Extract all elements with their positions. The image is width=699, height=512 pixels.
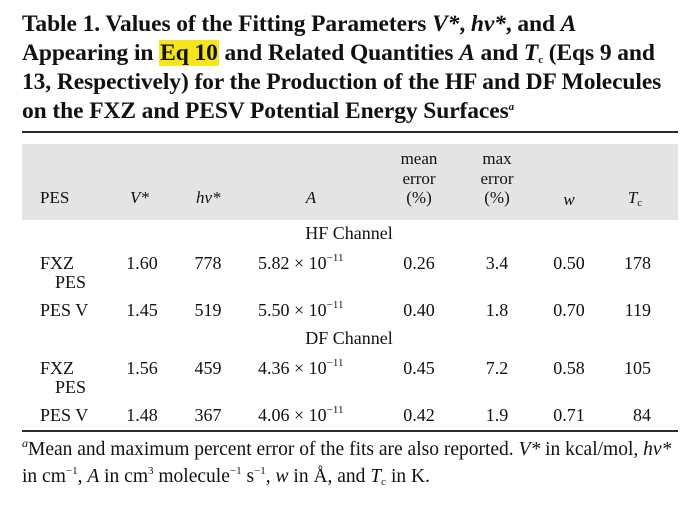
header-v: V*: [130, 188, 149, 207]
cell-t: 84: [633, 405, 651, 425]
cell-a: 4.06 × 10−11: [258, 405, 343, 426]
footnote-text: Mean and maximum percent error of the fi…: [28, 439, 519, 460]
header-pes: PES: [40, 188, 70, 207]
cell-a-exponent: −11: [326, 252, 344, 264]
cell-pes: FXZ: [40, 253, 75, 273]
cell-t: 178: [624, 253, 651, 273]
footnote-text: ,: [77, 466, 88, 487]
footnote-text: in Å, and: [288, 466, 371, 487]
caption-text: and: [474, 40, 524, 66]
eq-10-link[interactable]: Eq 10: [159, 40, 219, 66]
table-top-rule: [22, 131, 678, 133]
cell-hv: 519: [194, 300, 222, 320]
caption-a-symbol: A: [459, 40, 475, 66]
footnote-exponent: −1: [229, 465, 242, 477]
cell-hv: 459: [194, 358, 222, 378]
header-max-line1: max: [482, 149, 512, 168]
cell-w: 0.71: [553, 405, 585, 425]
header-t-subscript: c: [637, 197, 643, 209]
cell-t: 105: [624, 358, 651, 378]
cell-pes-line2: PES: [55, 377, 87, 397]
cell-a-base: 5.82 × 10: [258, 253, 327, 273]
footnote-hv-symbol: hν*: [643, 439, 672, 460]
cell-a-exponent: −11: [326, 357, 344, 369]
caption-text: Appearing in: [22, 40, 160, 66]
cell-pes: FXZ: [40, 358, 75, 378]
header-max-line3: (%): [484, 188, 510, 207]
cell-a-base: 5.50 × 10: [258, 300, 327, 320]
footnote-w-symbol: w: [275, 466, 289, 487]
caption-a-symbol: A: [560, 11, 577, 37]
caption-text: and Related Quantities: [218, 40, 460, 66]
footnote-text: in cm: [22, 466, 66, 487]
cell-a-base: 4.36 × 10: [258, 358, 327, 378]
cell-v: 1.45: [126, 300, 158, 320]
caption-text: , and: [505, 11, 561, 37]
cell-a-exponent: −11: [326, 299, 344, 311]
cell-hv: 778: [194, 253, 222, 273]
footnote-a-symbol: A: [87, 466, 100, 487]
cell-pes-line2: PES: [55, 272, 87, 292]
cell-v: 1.56: [126, 358, 158, 378]
section-title-hf: HF Channel: [305, 223, 393, 243]
cell-w: 0.58: [553, 358, 585, 378]
footnote-text: in cm: [99, 466, 149, 487]
cell-a: 4.36 × 10−11: [258, 358, 343, 379]
caption-t-subscript: c: [538, 54, 543, 66]
caption-text: ,: [459, 11, 471, 37]
cell-max-error: 1.9: [485, 405, 509, 425]
header-max-line2: error: [480, 169, 514, 188]
cell-max-error: 3.4: [485, 253, 509, 273]
footnote-v-symbol: V*: [518, 439, 541, 460]
table-header-band: [22, 144, 678, 220]
caption-hv-symbol: hν*: [470, 11, 506, 37]
caption-text: Table 1. Values of the Fitting Parameter…: [22, 11, 433, 37]
cell-a-base: 4.06 × 10: [258, 405, 327, 425]
footnote-exponent: −1: [65, 465, 78, 477]
cell-max-error: 1.8: [485, 300, 509, 320]
cell-t: 119: [624, 300, 651, 320]
footnote-text: in kcal/mol,: [540, 439, 644, 460]
cell-v: 1.48: [126, 405, 158, 425]
table-footnote: aMean and maximum percent error of the f…: [22, 436, 682, 490]
cell-a-exponent: −11: [326, 404, 344, 416]
caption-t-symbol: T: [523, 40, 539, 66]
header-mean-line1: mean: [400, 149, 438, 168]
header-mean-line2: error: [402, 169, 436, 188]
cell-a: 5.82 × 10−11: [258, 253, 343, 274]
footnote-text: s: [241, 466, 255, 487]
header-hv: hν*: [196, 188, 221, 207]
table-caption: Table 1. Values of the Fitting Parameter…: [22, 10, 682, 126]
header-t-symbol: T: [627, 188, 638, 207]
cell-a: 5.50 × 10−11: [258, 300, 343, 321]
footnote-mark: a: [22, 436, 28, 450]
footnote-t-subscript: c: [381, 476, 387, 488]
cell-mean-error: 0.26: [403, 253, 435, 273]
cell-mean-error: 0.45: [403, 358, 435, 378]
header-a: A: [305, 188, 317, 207]
footnote-t-symbol: T: [370, 466, 382, 487]
footnote-exponent: −1: [254, 465, 266, 477]
cell-v: 1.60: [126, 253, 158, 273]
cell-w: 0.70: [553, 300, 585, 320]
cell-mean-error: 0.40: [403, 300, 435, 320]
caption-footnote-mark[interactable]: a: [508, 101, 515, 113]
footnote-exponent: 3: [148, 465, 154, 477]
section-title-df: DF Channel: [305, 328, 393, 348]
table-bottom-rule: [22, 430, 678, 432]
footnote-text: molecule: [153, 466, 230, 487]
cell-max-error: 7.2: [485, 358, 509, 378]
header-t: Tc: [628, 187, 642, 209]
cell-pes: PES V: [40, 405, 89, 425]
header-w: w: [563, 190, 575, 209]
cell-pes: PES V: [40, 300, 89, 320]
cell-mean-error: 0.42: [403, 405, 435, 425]
cell-hv: 367: [194, 405, 222, 425]
caption-text: (Eqs 9 and 13, Respectively) for the Pro…: [22, 40, 662, 124]
caption-v-symbol: V*: [432, 11, 460, 37]
footnote-text: in K.: [386, 466, 430, 487]
footnote-text: ,: [265, 466, 276, 487]
cell-w: 0.50: [553, 253, 585, 273]
header-mean-line3: (%): [406, 188, 432, 207]
